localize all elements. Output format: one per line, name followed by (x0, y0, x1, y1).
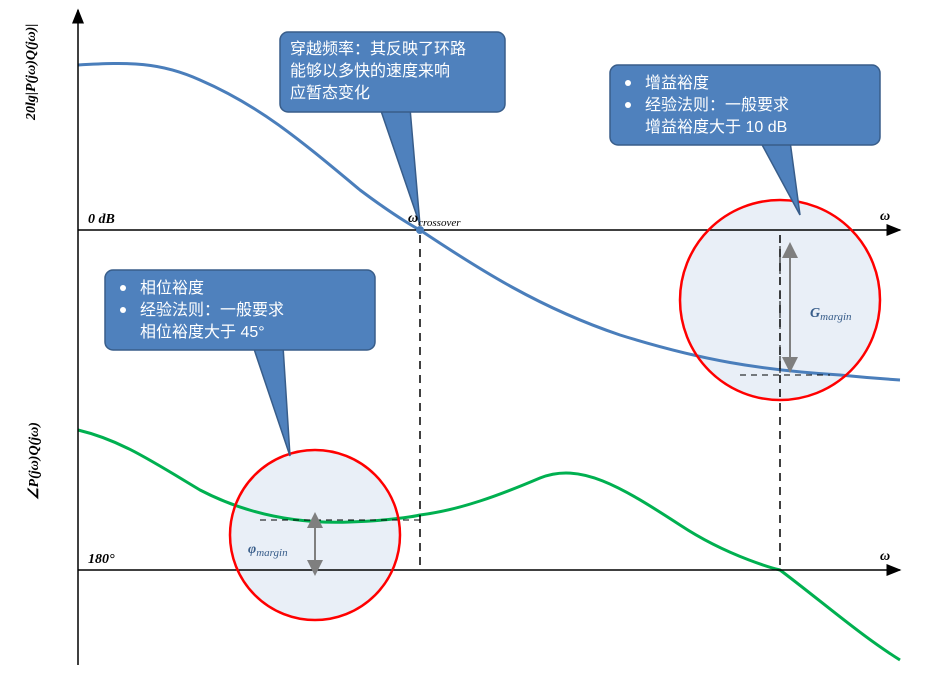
crossover-callout: 穿越频率：其反映了环路 能够以多快的速度来响 应暂态变化 (280, 32, 505, 225)
phase-margin-callout-tail (253, 346, 290, 456)
bode-diagram-container: 穿越频率：其反映了环路 能够以多快的速度来响 应暂态变化 增益裕度 经验法则：一… (0, 0, 929, 675)
omega-label-mag: ω (880, 209, 890, 224)
phase-margin-callout-line2: 经验法则：一般要求 (140, 301, 284, 319)
phase-axis-label: ∠P(jω)Q(jω) (27, 422, 42, 500)
bullet-icon (625, 80, 631, 86)
bullet-icon (120, 285, 126, 291)
diagram-svg: 穿越频率：其反映了环路 能够以多快的速度来响 应暂态变化 增益裕度 经验法则：一… (0, 0, 929, 675)
zero-db-label: 0 dB (88, 212, 115, 227)
gain-margin-callout-line1: 增益裕度 (645, 74, 709, 92)
phase-margin-callout-line3: 相位裕度大于 45° (140, 323, 265, 341)
crossover-callout-line1: 穿越频率：其反映了环路 (290, 40, 466, 58)
phase-margin-callout: 相位裕度 经验法则：一般要求 相位裕度大于 45° (105, 270, 375, 456)
gain-margin-callout-line3: 增益裕度大于 10 dB (645, 118, 787, 136)
bullet-icon (120, 307, 126, 313)
gain-margin-callout-line2: 经验法则：一般要求 (645, 96, 789, 114)
bullet-icon (625, 102, 631, 108)
omega-label-phase: ω (880, 549, 890, 564)
crossover-callout-line3: 应暂态变化 (290, 83, 370, 102)
phase-margin-callout-line1: 相位裕度 (140, 279, 204, 297)
crossover-callout-line2: 能够以多快的速度来响 (290, 62, 450, 80)
magnitude-axis-label: 20lg|P(jω)Q(jω)| (24, 24, 39, 121)
gain-margin-callout: 增益裕度 经验法则：一般要求 增益裕度大于 10 dB (610, 65, 880, 215)
phase-curve (78, 430, 900, 660)
one-eighty-label: 180° (88, 552, 115, 567)
